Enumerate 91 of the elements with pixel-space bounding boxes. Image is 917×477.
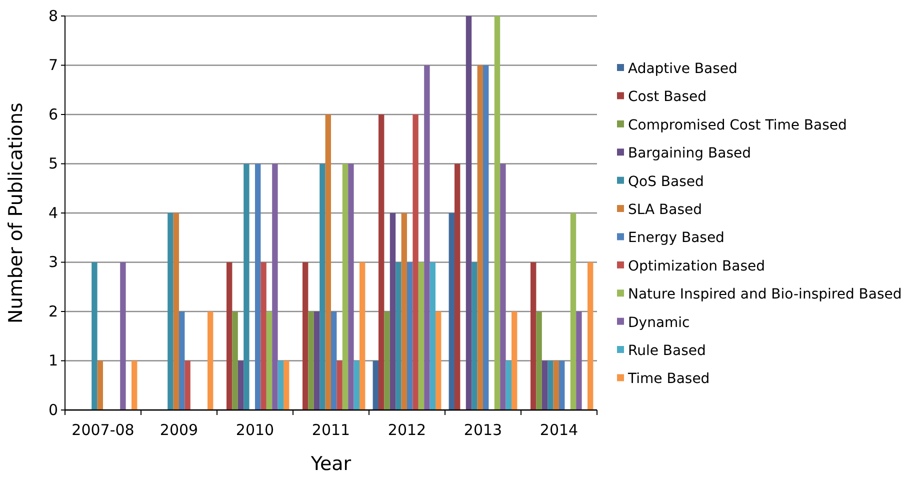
y-tick-label: 3 [48, 253, 58, 272]
bar [132, 360, 138, 410]
bar [477, 65, 483, 410]
bar [390, 213, 396, 410]
bar [494, 16, 500, 410]
bar [325, 114, 331, 410]
bar [284, 360, 290, 410]
bar [418, 262, 424, 410]
bar [553, 360, 559, 410]
bar [372, 360, 378, 410]
bar [92, 262, 98, 410]
bar [173, 213, 179, 410]
legend-label: Rule Based [628, 343, 706, 359]
legend-label: Dynamic [628, 314, 690, 331]
bar [530, 262, 536, 410]
bar [396, 262, 402, 410]
bar [407, 262, 413, 410]
legend-label: Optimization Based [628, 258, 765, 274]
bar [424, 65, 430, 410]
y-tick-label: 2 [48, 302, 58, 320]
x-tick-label: 2012 [388, 421, 426, 439]
bar [179, 312, 185, 410]
legend-label: QoS Based [628, 174, 704, 190]
legend-label: Bargaining Based [628, 146, 751, 162]
x-tick-label: 2014 [540, 421, 578, 439]
x-tick-label: 2009 [160, 421, 198, 439]
bar [226, 262, 232, 410]
bar [500, 164, 506, 410]
bar [278, 360, 284, 410]
bar [331, 312, 337, 410]
x-tick-label: 2013 [464, 421, 502, 439]
x-axis-title: Year [310, 453, 352, 475]
y-tick-label: 4 [48, 204, 58, 222]
bar [260, 262, 266, 410]
bar [255, 164, 261, 410]
bar [454, 164, 460, 410]
bar [360, 262, 366, 410]
y-tick-label: 6 [48, 105, 58, 124]
legend-label: Cost Based [628, 89, 707, 106]
x-tick-label: 2010 [236, 421, 274, 439]
legend-label: Energy Based [628, 230, 724, 246]
bar [272, 164, 278, 410]
legend-label: Time Based [627, 371, 710, 388]
y-tick-label: 5 [48, 154, 58, 173]
bar [483, 65, 489, 410]
bar [430, 262, 436, 410]
bar [266, 312, 272, 410]
bar [308, 312, 314, 410]
legend-label: Compromised Cost Time Based [628, 117, 847, 134]
legend-label: Adaptive Based [628, 61, 738, 77]
bar [401, 213, 407, 410]
bar [472, 262, 478, 410]
bar [412, 114, 418, 410]
bar [542, 360, 548, 410]
bar [302, 262, 308, 410]
bar [512, 312, 518, 410]
y-tick-label: 8 [48, 6, 58, 25]
bar [208, 312, 214, 410]
legend-label: SLA Based [628, 202, 702, 218]
bar [354, 360, 360, 410]
bar [238, 360, 244, 410]
bar [576, 312, 582, 410]
bar [232, 312, 238, 410]
bar [342, 164, 348, 410]
y-tick-label: 0 [48, 400, 58, 419]
bar [378, 114, 384, 410]
bar [314, 312, 320, 410]
bar [548, 360, 554, 410]
bar [570, 213, 576, 410]
bar [536, 312, 542, 410]
bar [448, 213, 454, 410]
x-tick-label: 2011 [312, 421, 350, 439]
y-axis-title: Number of Publications [5, 102, 27, 324]
y-tick-label: 1 [48, 352, 58, 370]
bar [384, 312, 390, 410]
bar [559, 360, 565, 410]
bar [466, 16, 472, 410]
bar [244, 164, 250, 410]
bar [97, 360, 103, 410]
bar [588, 262, 594, 410]
bar [320, 164, 326, 410]
y-tick-label: 7 [48, 56, 58, 74]
bar [506, 360, 512, 410]
bar [184, 360, 190, 410]
bar [436, 312, 442, 410]
bar [120, 262, 126, 410]
bar [168, 213, 174, 410]
bar [348, 164, 354, 410]
bar [336, 360, 342, 410]
legend-label: Nature Inspired and Bio-inspired Based [628, 286, 902, 303]
x-tick-label: 2007-08 [72, 421, 134, 439]
